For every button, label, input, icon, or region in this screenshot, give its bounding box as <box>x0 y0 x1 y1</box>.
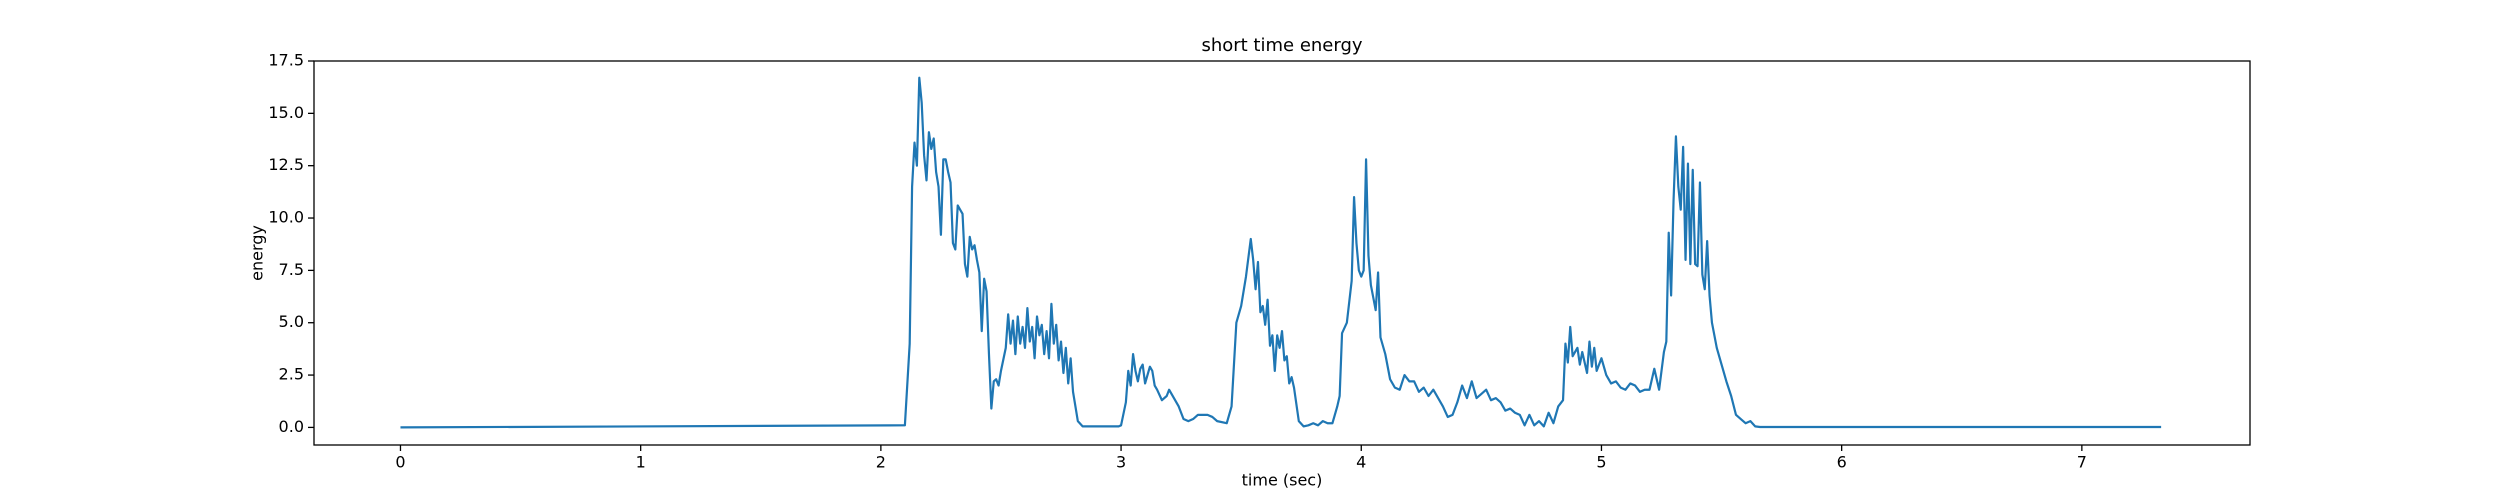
x-tick-label: 4 <box>1356 453 1366 472</box>
data-line <box>400 76 2162 429</box>
y-tick-label: 2.5 <box>279 365 304 384</box>
y-tick-label: 7.5 <box>279 260 304 279</box>
y-tick-label: 10.0 <box>268 208 304 227</box>
y-tick-label: 17.5 <box>268 51 304 70</box>
chart-title: short time energy <box>1201 35 1362 56</box>
y-axis-label: energy <box>248 225 267 281</box>
x-tick-label: 2 <box>876 453 886 472</box>
x-tick-label: 6 <box>1837 453 1847 472</box>
y-tick-label: 5.0 <box>279 312 304 331</box>
x-tick-label: 7 <box>2077 453 2087 472</box>
x-axis-label: time (sec) <box>1242 471 1323 490</box>
x-tick-label: 3 <box>1116 453 1126 472</box>
y-tick-label: 15.0 <box>268 103 304 122</box>
x-tick-label: 5 <box>1596 453 1606 472</box>
x-tick-label: 0 <box>395 453 405 472</box>
x-tick-label: 1 <box>636 453 646 472</box>
y-tick-label: 12.5 <box>268 155 304 174</box>
axes-frame <box>313 60 2251 446</box>
y-tick-label: 0.0 <box>279 417 304 436</box>
